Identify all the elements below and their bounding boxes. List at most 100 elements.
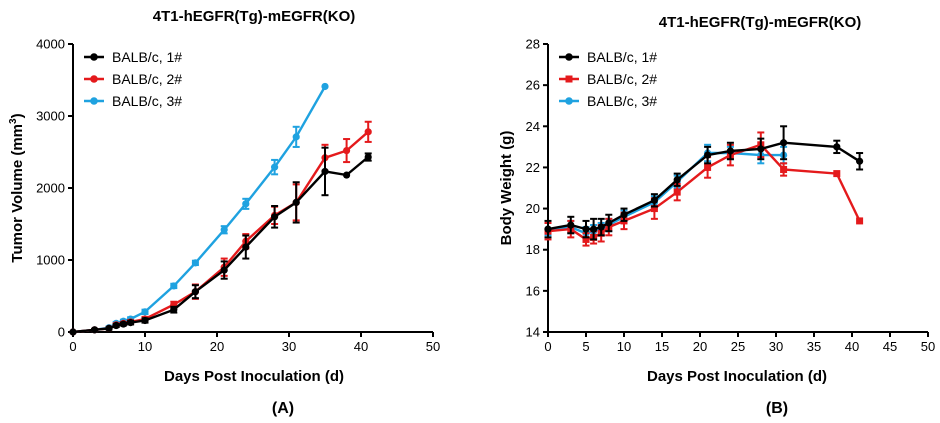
data-point xyxy=(91,326,99,334)
data-point xyxy=(105,324,113,332)
chart-panel-a: 4T1-hEGFR(Tg)-mEGFR(KO) Days Post Inocul… xyxy=(8,8,440,417)
panel-label-b: (B) xyxy=(766,400,788,417)
series-3-b xyxy=(544,143,788,241)
legend-label: BALB/c, 2# xyxy=(112,71,182,87)
chart-title-a: 4T1-hEGFR(Tg)-mEGFR(KO) xyxy=(153,8,355,25)
data-point xyxy=(220,226,228,234)
legend-marker xyxy=(90,53,98,61)
data-point xyxy=(780,165,788,173)
legend-marker xyxy=(565,97,573,105)
data-point xyxy=(833,170,841,178)
x-tick-label: 30 xyxy=(769,339,783,354)
data-point xyxy=(582,225,590,233)
data-point xyxy=(673,188,681,196)
series-1-a xyxy=(69,146,372,336)
y-axis-label-a: Tumor Volume (mm3) xyxy=(8,113,26,262)
x-tick-label: 50 xyxy=(921,339,935,354)
y-tick-label: 16 xyxy=(526,283,540,298)
data-point xyxy=(170,306,178,314)
x-tick-label: 35 xyxy=(807,339,821,354)
y-tick-label: 4000 xyxy=(36,37,65,52)
data-point xyxy=(119,320,127,328)
data-point xyxy=(292,133,300,141)
data-point xyxy=(220,266,228,274)
legend-marker xyxy=(90,97,98,105)
y-tick-label: 24 xyxy=(526,119,540,134)
legend-entry-3-b: BALB/c, 3# xyxy=(559,93,657,109)
x-tick-label: 40 xyxy=(845,339,859,354)
data-point xyxy=(271,213,279,221)
y-tick-label: 14 xyxy=(526,325,540,340)
data-point xyxy=(544,225,552,233)
y-tick-label: 2000 xyxy=(36,181,65,196)
data-point xyxy=(597,223,605,231)
y-axis-label-b: Body Weight (g) xyxy=(498,131,515,246)
y-tick-label: 1000 xyxy=(36,253,65,268)
data-point xyxy=(321,167,329,176)
y-tick-label: 18 xyxy=(526,242,540,257)
x-tick-label: 0 xyxy=(69,339,76,354)
data-point xyxy=(242,243,250,251)
data-point xyxy=(833,143,841,151)
data-point xyxy=(191,288,199,296)
data-point xyxy=(780,139,788,147)
data-point xyxy=(242,200,250,208)
x-tick-label: 10 xyxy=(617,339,631,354)
data-point xyxy=(343,171,351,179)
x-tick-label: 20 xyxy=(693,339,707,354)
data-point xyxy=(582,235,590,243)
series-line xyxy=(72,130,369,334)
data-point xyxy=(112,321,120,330)
data-point xyxy=(170,282,178,290)
chart-title-b: 4T1-hEGFR(Tg)-mEGFR(KO) xyxy=(659,14,861,31)
data-point xyxy=(620,211,628,219)
y-tick-label: 22 xyxy=(526,160,540,175)
legend-entry-1-a: BALB/c, 1# xyxy=(84,49,182,65)
x-tick-label: 15 xyxy=(655,339,669,354)
data-point xyxy=(605,219,613,227)
y-tick-label: 28 xyxy=(526,37,540,52)
series-2-a xyxy=(69,120,372,336)
chart-panel-b: 4T1-hEGFR(Tg)-mEGFR(KO) Days Post Inocul… xyxy=(498,14,935,417)
data-point xyxy=(271,163,279,171)
series-3-a xyxy=(69,82,329,336)
data-point xyxy=(343,146,351,155)
x-tick-label: 0 xyxy=(544,339,551,354)
legend-entry-3-a: BALB/c, 3# xyxy=(84,93,182,109)
x-axis-label-b: Days Post Inoculation (d) xyxy=(647,368,827,385)
y-tick-label: 26 xyxy=(526,78,540,93)
data-point xyxy=(590,225,598,233)
data-point xyxy=(650,196,659,204)
data-point xyxy=(292,198,300,206)
legend-label: BALB/c, 1# xyxy=(587,49,657,65)
x-tick-label: 25 xyxy=(731,339,745,354)
x-tick-label: 50 xyxy=(426,339,440,354)
x-tick-label: 5 xyxy=(582,339,589,354)
data-point xyxy=(856,217,864,225)
data-point xyxy=(726,147,735,155)
legend-label: BALB/c, 2# xyxy=(587,71,657,87)
legend-entry-1-b: BALB/c, 1# xyxy=(559,49,657,65)
legend-marker xyxy=(565,53,573,61)
y-tick-label: 3000 xyxy=(36,109,65,124)
data-point xyxy=(673,176,681,184)
y-tick-label: 20 xyxy=(526,201,540,216)
data-point xyxy=(69,328,77,336)
data-point xyxy=(364,153,372,161)
series-1-b xyxy=(544,125,864,241)
legend-entry-2-a: BALB/c, 2# xyxy=(84,71,182,87)
data-point xyxy=(141,316,149,325)
series-line xyxy=(72,156,369,334)
data-point xyxy=(757,145,765,153)
data-point xyxy=(704,151,712,159)
data-point xyxy=(704,163,712,171)
legend-entry-2-b: BALB/c, 2# xyxy=(559,71,657,87)
data-point xyxy=(191,259,199,267)
data-point xyxy=(856,157,864,165)
legend-label: BALB/c, 3# xyxy=(112,93,182,109)
legend-marker xyxy=(565,75,573,83)
x-axis-label-a: Days Post Inoculation (d) xyxy=(164,368,344,385)
data-point xyxy=(321,82,329,91)
data-point xyxy=(127,319,135,327)
